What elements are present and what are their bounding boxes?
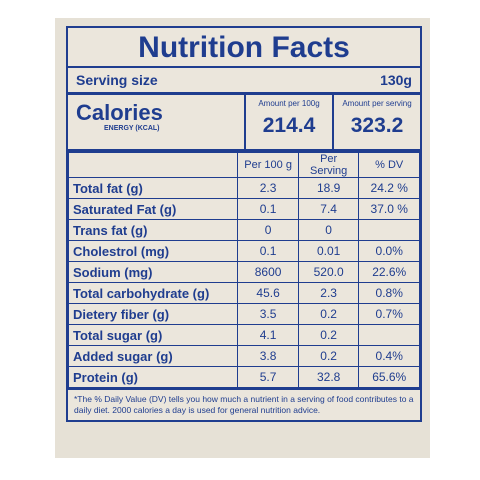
nutrient-row: Trans fat (g) 0 0 [67, 219, 420, 241]
serving-value: 130g [380, 72, 412, 88]
calories-subtitle: ENERGY (KCAL) [104, 125, 160, 132]
nutrient-value: 45.6 [237, 282, 299, 304]
amount-header: Amount per serving [342, 99, 412, 108]
nutrient-value: 3.5 [237, 303, 299, 325]
nutrient-value: 0.2 [297, 303, 360, 325]
header-cell: Per 100 g [237, 152, 299, 178]
nutrient-value: 0.0% [358, 240, 420, 262]
nutrient-value: 0.7% [358, 303, 420, 325]
calories-title: Calories [76, 100, 163, 125]
amount-value: 214.4 [262, 114, 316, 137]
nutrient-value: 37.0 % [358, 198, 420, 220]
nutrient-value: 4.1 [237, 324, 299, 346]
nutrient-value: 5.7 [237, 366, 299, 388]
nutrient-value: 0.1 [237, 198, 299, 220]
calories-per100: Amount per 100g 214.4 [244, 95, 332, 149]
nutrient-value: 0.1 [237, 240, 299, 262]
serving-row: Serving size 130g [68, 68, 420, 95]
nutrient-name: Trans fat (g) [67, 219, 239, 241]
nutrient-table: Per 100 g Per Serving% DV Total fat (g) 2.3… [67, 152, 420, 388]
nutrition-label: Nutrition Facts Serving size 130g Calori… [66, 26, 422, 422]
nutrient-row: Cholestrol (mg) 0.1 0.01 0.0% [67, 240, 420, 262]
nutrient-row: Total fat (g) 2.3 18.9 24.2 % [67, 177, 420, 199]
nutrient-value: 8600 [237, 261, 299, 283]
nutrient-row: Dietery fiber (g) 3.5 0.2 0.7% [67, 303, 420, 325]
nutrient-row: Total sugar (g) 4.1 0.2 [67, 324, 420, 346]
calories-per-serving: Amount per serving 323.2 [332, 95, 420, 149]
header-cell [67, 152, 239, 178]
calories-row: Calories ENERGY (KCAL) Amount per 100g 2… [68, 95, 420, 152]
nutrient-value: 24.2 % [358, 177, 420, 199]
nutrient-value: 2.3 [237, 177, 299, 199]
nutrient-row: Total carbohydrate (g) 45.6 2.3 0.8% [67, 282, 420, 304]
nutrient-value: 0 [237, 219, 299, 241]
nutrient-value [358, 324, 420, 346]
footnote: *The % Daily Value (DV) tells you how mu… [68, 388, 420, 420]
header-cell: % DV [358, 152, 420, 178]
serving-label: Serving size [76, 72, 158, 88]
calories-heading: Calories ENERGY (KCAL) [68, 95, 244, 149]
nutrient-row: Saturated Fat (g) 0.1 7.4 37.0 % [67, 198, 420, 220]
nutrient-row: Added sugar (g) 3.8 0.2 0.4% [67, 345, 420, 367]
amount-header: Amount per 100g [258, 99, 320, 108]
header-cell: Per Serving [297, 152, 360, 178]
nutrient-name: Total carbohydrate (g) [67, 282, 239, 304]
nutrient-row: Protein (g) 5.7 32.8 65.6% [67, 366, 420, 388]
nutrient-value: 32.8 [297, 366, 360, 388]
nutrient-name: Protein (g) [67, 366, 239, 388]
nutrient-value [358, 219, 420, 241]
nutrient-value: 3.8 [237, 345, 299, 367]
nutrient-value: 0.4% [358, 345, 420, 367]
nutrient-name: Total fat (g) [67, 177, 239, 199]
title: Nutrition Facts [68, 28, 420, 68]
nutrient-name: Total sugar (g) [67, 324, 239, 346]
nutrient-value: 520.0 [297, 261, 360, 283]
amount-value: 323.2 [350, 114, 404, 137]
nutrient-value: 0.2 [297, 324, 360, 346]
nutrient-row: Sodium (mg) 8600 520.0 22.6% [67, 261, 420, 283]
nutrient-value: 2.3 [297, 282, 360, 304]
nutrient-value: 18.9 [297, 177, 360, 199]
nutrient-value: 0.01 [297, 240, 360, 262]
nutrient-value: 0.8% [358, 282, 420, 304]
nutrient-name: Sodium (mg) [67, 261, 239, 283]
nutrient-value: 7.4 [297, 198, 360, 220]
nutrient-value: 65.6% [358, 366, 420, 388]
nutrient-name: Dietery fiber (g) [67, 303, 239, 325]
header-row: Per 100 g Per Serving% DV [67, 152, 420, 178]
nutrient-value: 22.6% [358, 261, 420, 283]
nutrient-name: Cholestrol (mg) [67, 240, 239, 262]
nutrient-name: Saturated Fat (g) [67, 198, 239, 220]
nutrient-value: 0.2 [297, 345, 360, 367]
nutrient-value: 0 [297, 219, 360, 241]
nutrient-name: Added sugar (g) [67, 345, 239, 367]
